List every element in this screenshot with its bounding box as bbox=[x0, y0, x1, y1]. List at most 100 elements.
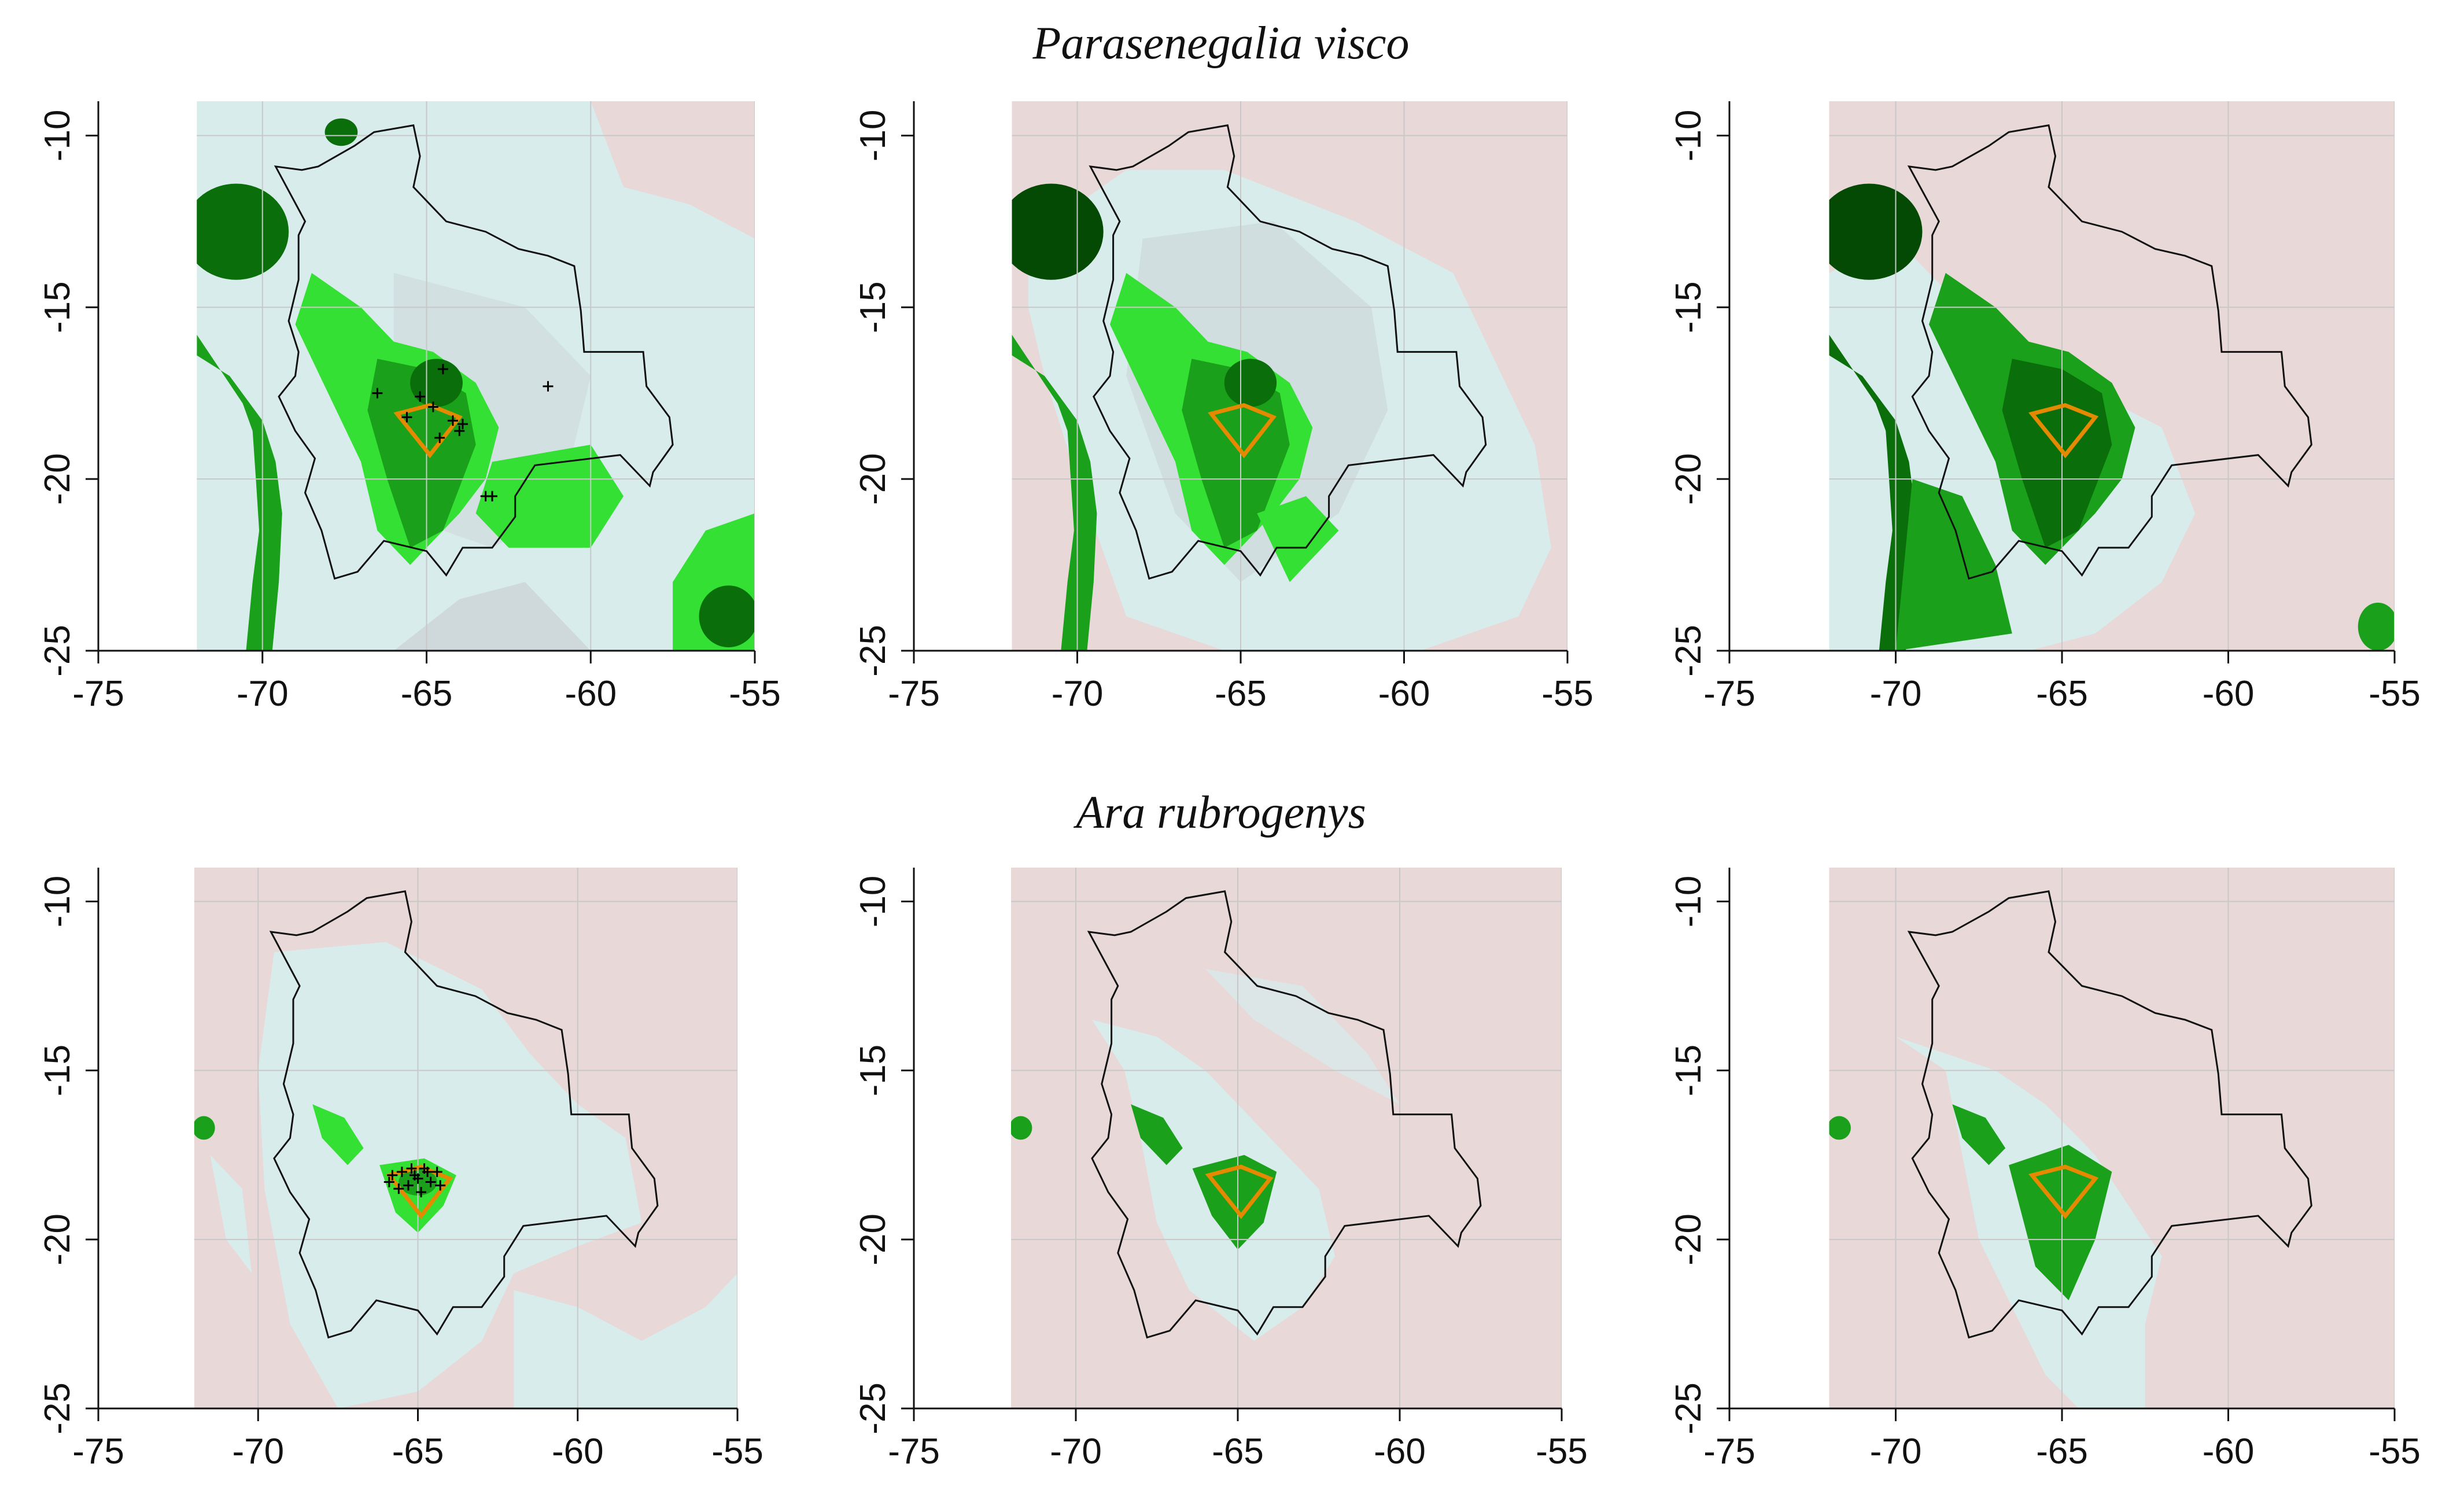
x-tick-label: -75 bbox=[72, 674, 124, 714]
occurrence-point bbox=[434, 432, 445, 443]
suitability-medium bbox=[475, 444, 624, 548]
occurrence-point bbox=[372, 388, 383, 399]
suitability-medium bbox=[1131, 1104, 1183, 1166]
focal-area-outline bbox=[2028, 1164, 2099, 1219]
x-tick-label: -55 bbox=[711, 1432, 763, 1472]
occurrence-point bbox=[422, 1166, 433, 1177]
x-tick-label: -60 bbox=[2203, 1432, 2255, 1472]
suitability-high bbox=[324, 118, 358, 146]
suitability-medium bbox=[1952, 1104, 2006, 1166]
occurrence-point bbox=[447, 415, 458, 426]
occurrence-point bbox=[396, 1166, 407, 1177]
x-tick-label: -65 bbox=[1215, 674, 1267, 714]
occurrence-point bbox=[409, 1170, 420, 1181]
x-tick-label: -75 bbox=[888, 1432, 940, 1472]
x-tick-label: -55 bbox=[729, 674, 781, 714]
focal-area-outline bbox=[1205, 1164, 1274, 1219]
x-tick-label: -60 bbox=[565, 674, 617, 714]
map-panel-2-3: -75 -70 -65 -60 -55 -25 -20 -15 -10 bbox=[1669, 868, 2421, 1472]
y-tick-label: -20 bbox=[38, 453, 78, 505]
bolivia-border bbox=[1907, 124, 2312, 580]
suitability-medium bbox=[1829, 1116, 1851, 1140]
y-tick-label: -15 bbox=[1669, 281, 1709, 333]
x-tick-label: -55 bbox=[1541, 674, 1593, 714]
y-tick-label: -25 bbox=[38, 1382, 78, 1434]
occurrence-point bbox=[425, 1177, 436, 1188]
bolivia-border bbox=[274, 124, 674, 580]
suitability-peak bbox=[1224, 359, 1277, 407]
occurrence-point bbox=[387, 1170, 398, 1181]
focal-area-outline bbox=[393, 403, 463, 459]
occurrence-point bbox=[437, 364, 448, 375]
x-tick-label: -70 bbox=[237, 674, 289, 714]
x-tick-label: -60 bbox=[1378, 674, 1430, 714]
suitability-medium bbox=[1011, 1116, 1032, 1140]
y-tick-label: -20 bbox=[853, 1214, 893, 1266]
suitability-medium bbox=[1895, 479, 2012, 651]
y-tick-label: -25 bbox=[853, 625, 893, 677]
x-tick-label: -55 bbox=[1536, 1432, 1588, 1472]
x-tick-label: -60 bbox=[552, 1432, 604, 1472]
occurrence-point bbox=[435, 1180, 446, 1191]
focal-area-outline bbox=[385, 1164, 453, 1219]
y-tick-label: -15 bbox=[853, 281, 893, 333]
x-tick-label: -60 bbox=[1374, 1432, 1426, 1472]
grey-area bbox=[393, 582, 591, 651]
row-title-ara: Ara rubrogenys bbox=[1076, 787, 1366, 838]
map-panel-1-2: -75 -70 -65 -60 -55 -25 -20 -15 -10 bbox=[853, 101, 1593, 714]
x-tick-label: -75 bbox=[1703, 674, 1755, 714]
suitability-high bbox=[197, 183, 289, 280]
suitability-medium bbox=[1257, 496, 1339, 582]
occurrence-point bbox=[543, 381, 554, 392]
y-tick-label: -10 bbox=[1669, 876, 1709, 928]
suitability-peak bbox=[410, 359, 463, 407]
x-tick-label: -70 bbox=[1870, 1432, 1922, 1472]
bolivia-border bbox=[1087, 890, 1482, 1339]
x-tick-label: -65 bbox=[2036, 674, 2088, 714]
x-tick-label: -60 bbox=[2203, 674, 2255, 714]
y-tick-label: -15 bbox=[38, 281, 78, 333]
y-tick-label: -10 bbox=[38, 110, 78, 162]
x-tick-label: -65 bbox=[1212, 1432, 1264, 1472]
y-tick-label: -25 bbox=[38, 625, 78, 677]
x-tick-label: -55 bbox=[2369, 674, 2421, 714]
y-tick-label: -20 bbox=[1669, 1214, 1709, 1266]
y-tick-label: -20 bbox=[853, 453, 893, 505]
x-tick-label: -70 bbox=[1050, 1432, 1102, 1472]
raster-background bbox=[1011, 868, 1562, 1408]
suitability-high bbox=[1012, 183, 1104, 280]
occurrence-point bbox=[457, 419, 468, 430]
suitability-medium bbox=[194, 1116, 215, 1140]
map-panel-2-1: -75 -70 -65 -60 -55 -25 -20 -15 -10 bbox=[38, 868, 763, 1472]
suitability-high bbox=[699, 585, 755, 648]
y-tick-label: -15 bbox=[1669, 1045, 1709, 1097]
occurrence-point bbox=[487, 491, 497, 501]
y-tick-label: -10 bbox=[853, 110, 893, 162]
suitability-coast bbox=[197, 334, 282, 651]
suitability-coast bbox=[1829, 334, 1916, 651]
y-tick-label: -10 bbox=[1669, 110, 1709, 162]
occurrence-point bbox=[427, 401, 438, 412]
occurrence-point bbox=[415, 391, 426, 402]
suitability-medium bbox=[312, 1104, 364, 1166]
suitability-core bbox=[367, 359, 476, 548]
map-panel-1-1: -75 -70 -65 -60 -55 -25 -20 -15 -10 bbox=[38, 101, 781, 714]
y-tick-label: -25 bbox=[1669, 1382, 1709, 1434]
x-tick-label: -65 bbox=[401, 674, 453, 714]
suitability-core bbox=[2002, 359, 2112, 548]
occurrence-point bbox=[416, 1187, 427, 1197]
occurrence-point bbox=[406, 1163, 417, 1174]
y-tick-label: -20 bbox=[1669, 453, 1709, 505]
y-tick-label: -20 bbox=[38, 1214, 78, 1266]
suitability-core bbox=[1182, 359, 1290, 548]
suitable-low-area bbox=[210, 1155, 252, 1274]
occurrence-point bbox=[403, 1180, 414, 1191]
y-tick-label: -10 bbox=[38, 876, 78, 928]
occurrence-point bbox=[393, 1183, 404, 1194]
x-tick-label: -70 bbox=[1870, 674, 1922, 714]
suitability-high bbox=[1829, 183, 1923, 280]
suitability-high bbox=[2358, 602, 2395, 651]
y-tick-label: -25 bbox=[853, 1382, 893, 1434]
x-tick-label: -65 bbox=[2036, 1432, 2088, 1472]
map-panel-2-2: -75 -70 -65 -60 -55 -25 -20 -15 -10 bbox=[853, 868, 1588, 1472]
